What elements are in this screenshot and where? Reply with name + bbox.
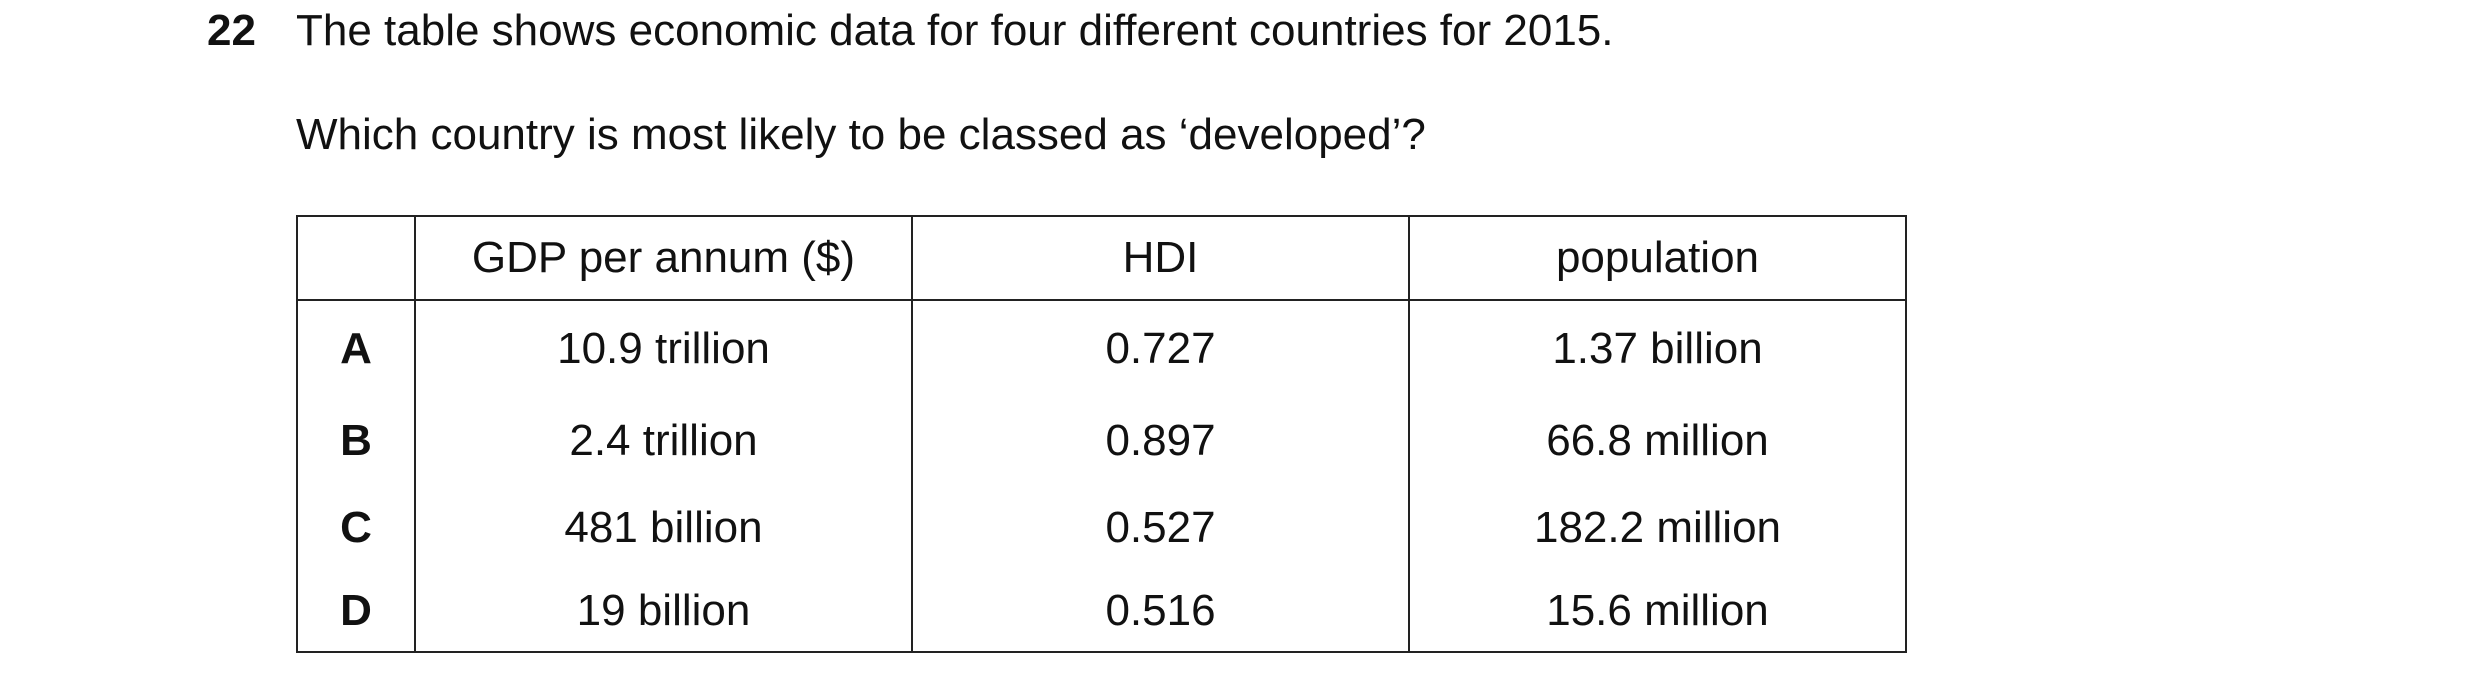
table-header: GDP per annum ($) HDI population	[296, 216, 1907, 301]
table-cell: 182.2 million	[1408, 484, 1907, 571]
table-body: A 10.9 trillion 0.727 1.37 billion B 2.4 tril…	[296, 300, 1907, 652]
table-cell: 0.727	[911, 300, 1410, 397]
data-table: GDP per annum ($) HDI population A 10.9 t…	[296, 215, 1907, 653]
table-cell: 2.4 trillion	[414, 397, 913, 484]
table-row: B 2.4 trillion 0.897 66.8 million	[296, 397, 1907, 484]
table-cell: 481 billion	[414, 484, 913, 571]
table-cell: 1.37 billion	[1408, 300, 1907, 397]
table-row: D 19 billion 0.516 15.6 million	[296, 571, 1907, 652]
table-cell: 66.8 million	[1408, 397, 1907, 484]
table-cell: 15.6 million	[1408, 571, 1907, 652]
header-row: GDP per annum ($) HDI population	[296, 216, 1907, 301]
row-label: D	[296, 571, 416, 652]
row-label: B	[296, 397, 416, 484]
table-cell: 10.9 trillion	[414, 300, 913, 397]
header-cell	[296, 216, 416, 301]
header-cell: population	[1408, 216, 1907, 301]
table-cell: 0.527	[911, 484, 1410, 571]
table-cell: 0.897	[911, 397, 1410, 484]
table-row: C 481 billion 0.527 182.2 million	[296, 484, 1907, 571]
row-label: A	[296, 300, 416, 397]
table-cell: 19 billion	[414, 571, 913, 652]
table-cell: 0.516	[911, 571, 1410, 652]
header-cell: HDI	[911, 216, 1410, 301]
question-prompt: Which country is most likely to be class…	[296, 110, 1426, 159]
table-row: A 10.9 trillion 0.727 1.37 billion	[296, 300, 1907, 397]
header-cell: GDP per annum ($)	[414, 216, 913, 301]
question-number: 22	[207, 6, 256, 55]
row-label: C	[296, 484, 416, 571]
question-text: The table shows economic data for four d…	[296, 6, 1614, 55]
